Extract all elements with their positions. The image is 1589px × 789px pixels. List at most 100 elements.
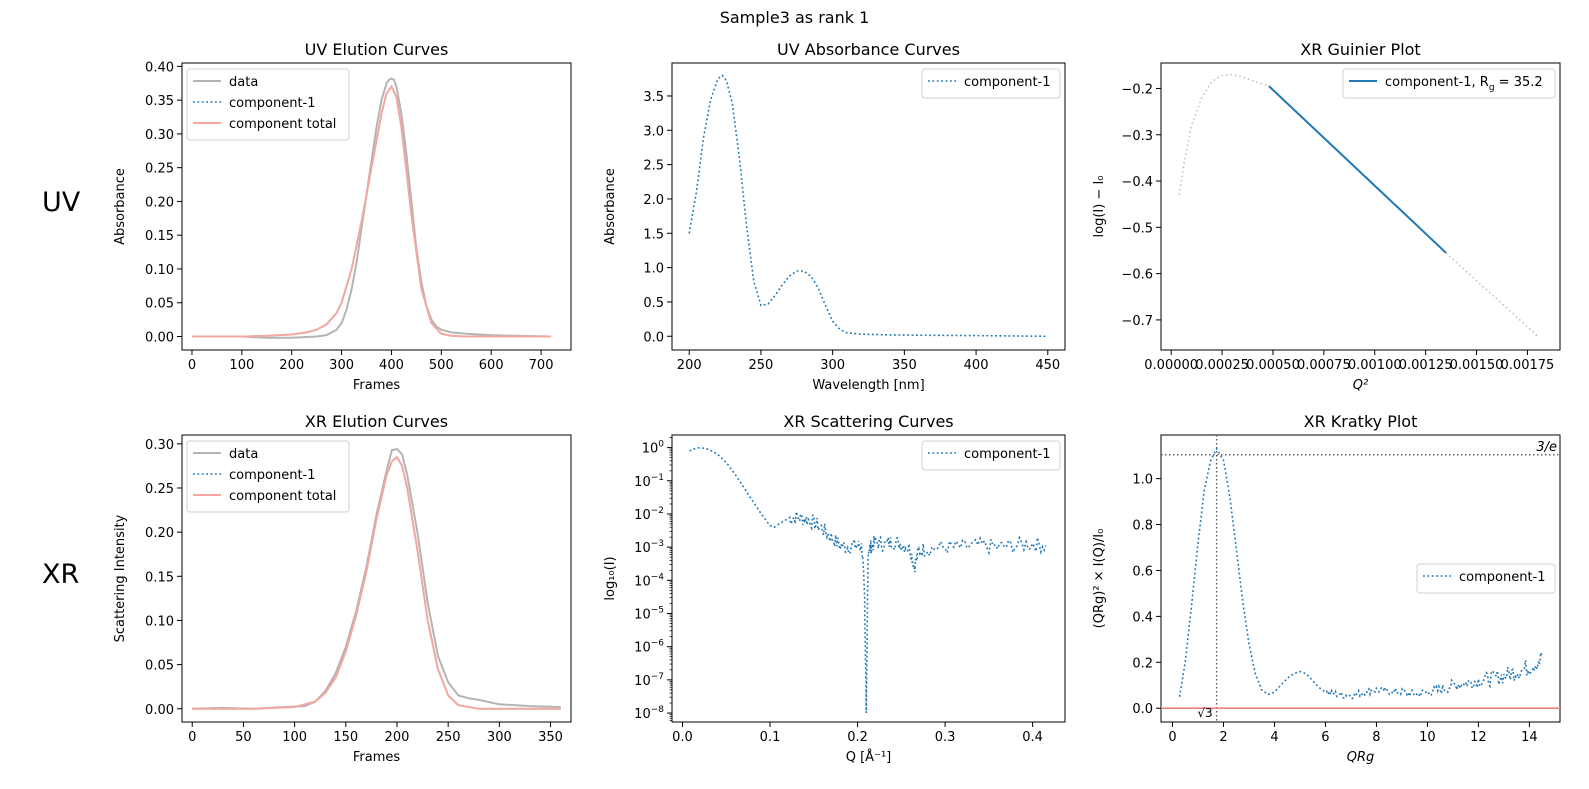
x-tick-label: 10 <box>1419 730 1436 745</box>
y-tick-label: 0.35 <box>145 94 174 109</box>
legend-frame <box>921 68 1061 99</box>
x-tick-label: 200 <box>279 358 304 373</box>
y-tick-label: 0.05 <box>145 659 174 674</box>
y-tick-label: 10−6 <box>634 639 664 656</box>
y-tick-label: 1.5 <box>643 227 664 242</box>
x-tick-label: 250 <box>436 730 461 745</box>
chart-title: UV Absorbance Curves <box>777 40 960 59</box>
x-tick-label: 400 <box>964 358 989 373</box>
x-tick-label: 0.00050 <box>1246 358 1300 373</box>
x-tick-label: 0.00175 <box>1501 358 1555 373</box>
y-tick-label: 1.0 <box>643 262 664 277</box>
series-component-1 <box>689 446 1047 714</box>
row-label-uv: UV <box>42 187 81 218</box>
y-tick-label: −0.2 <box>1121 82 1153 97</box>
plot-area <box>192 448 561 710</box>
y-tick-label: 10−2 <box>634 506 664 523</box>
chart-xr_elution: XR Elution Curves 0 50 100 150 200 250 300 350 0.… <box>113 412 572 765</box>
x-tick-label: 0 <box>1168 730 1176 745</box>
legend: data component-1 component total <box>186 68 350 141</box>
y-tick-label: 3.0 <box>643 124 664 139</box>
y-tick-label: 10−4 <box>634 572 664 589</box>
chart-title: XR Kratky Plot <box>1304 412 1418 431</box>
y-tick-label: 0.10 <box>145 263 174 278</box>
series-data <box>192 448 561 710</box>
y-tick-label: 0.00 <box>145 330 174 345</box>
chart-xr_scattering: XR Scattering Curves 0.0 0.1 0.2 0.3 0.4 100 10… <box>603 412 1066 765</box>
x-tick-label: 6 <box>1321 730 1329 745</box>
y-axis-label: Absorbance <box>603 168 618 245</box>
y-axis-label: Absorbance <box>113 168 128 245</box>
y-tick-label: 0.2 <box>1132 656 1153 671</box>
x-tick-label: 8 <box>1372 730 1380 745</box>
y-tick-label: 0.15 <box>145 229 174 244</box>
x-tick-label: 300 <box>487 730 512 745</box>
legend-frame <box>921 440 1061 471</box>
legend-frame <box>1416 563 1556 594</box>
x-tick-label: 200 <box>677 358 702 373</box>
chart-uv_elution: UV Elution Curves 0 100 200 300 400 500 600 700 0… <box>113 40 572 393</box>
series-component-total <box>192 84 552 338</box>
legend-entry: component-1, Rg = 35.2 <box>1385 75 1543 93</box>
y-tick-label: 10−3 <box>634 539 664 556</box>
y-tick-label: 2.5 <box>643 159 664 174</box>
y-tick-label: 0.6 <box>1132 564 1153 579</box>
series-component-total <box>192 455 561 710</box>
y-tick-label: 0.8 <box>1132 519 1153 534</box>
series-component-1 <box>1178 447 1543 700</box>
legend: component-1 <box>1416 563 1556 594</box>
x-tick-label: 300 <box>820 358 845 373</box>
y-tick-label: 10−8 <box>634 705 664 722</box>
x-tick-label: 400 <box>379 358 404 373</box>
x-tick-label: 350 <box>538 730 563 745</box>
y-axis-label: log₁₀(I) <box>603 556 618 600</box>
row-label-xr: XR <box>42 559 80 590</box>
y-tick-label: −0.5 <box>1121 221 1153 236</box>
legend-frame <box>186 440 350 513</box>
x-tick-label: 300 <box>329 358 354 373</box>
x-axis-label: QRg <box>1347 750 1375 765</box>
legend-entry: component total <box>229 489 336 504</box>
x-tick-label: 0 <box>188 358 196 373</box>
y-tick-label: 0.30 <box>145 438 174 453</box>
hline-label: 3/e <box>1536 440 1557 455</box>
x-tick-label: 4 <box>1270 730 1278 745</box>
x-tick-label: 600 <box>479 358 504 373</box>
y-tick-label: 100 <box>642 440 665 457</box>
x-tick-label: 0 <box>188 730 196 745</box>
plot-frame <box>1160 62 1561 351</box>
x-tick-label: 14 <box>1521 730 1538 745</box>
vline-label: √3 <box>1197 706 1212 720</box>
x-axis-label: Q [Å⁻¹] <box>846 749 891 765</box>
y-tick-label: 1.0 <box>1132 473 1153 488</box>
legend-entry: data <box>229 447 258 462</box>
plot-area <box>1161 435 1560 722</box>
y-tick-label: 0.0 <box>643 330 664 345</box>
plot-area <box>1178 73 1539 337</box>
x-tick-label: 50 <box>235 730 252 745</box>
x-axis-label: Wavelength [nm] <box>812 378 924 393</box>
x-tick-label: 2 <box>1219 730 1227 745</box>
chart-xr_guinier: XR Guinier Plot0.000000.000250.000500.00… <box>1092 40 1561 393</box>
legend-entry: component-1 <box>1459 570 1546 585</box>
x-tick-label: 0.3 <box>935 730 956 745</box>
figure-suptitle: Sample3 as rank 1 <box>719 8 870 27</box>
x-axis-label: Frames <box>353 378 401 393</box>
x-tick-label: 0.00125 <box>1399 358 1453 373</box>
x-tick-label: 100 <box>229 358 254 373</box>
y-axis-label: (QRg)² × I(Q)/I₀ <box>1092 529 1107 629</box>
y-tick-label: −0.4 <box>1121 175 1153 190</box>
plot-area <box>688 74 1048 338</box>
x-tick-label: 0.00000 <box>1144 358 1198 373</box>
x-axis-label: Frames <box>353 750 401 765</box>
chart-title: XR Guinier Plot <box>1300 40 1420 59</box>
y-tick-label: 0.5 <box>643 296 664 311</box>
series-component-1 <box>1268 85 1447 254</box>
plot-frame <box>671 434 1066 723</box>
x-axis-label: Q² <box>1353 378 1368 393</box>
plot-frame <box>671 62 1066 351</box>
chart-title: XR Elution Curves <box>305 412 448 431</box>
legend: component-1 <box>921 68 1061 99</box>
x-tick-label: 700 <box>529 358 554 373</box>
